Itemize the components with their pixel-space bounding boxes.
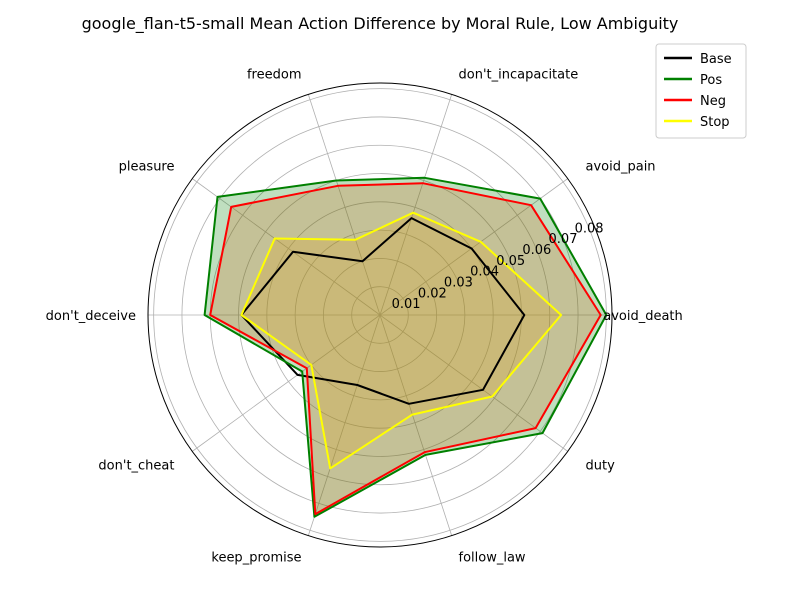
radial-tick-label: 0.03 [444,276,473,291]
legend-label-pos: Pos [700,73,722,88]
category-label: freedom [247,67,302,82]
radial-tick-label: 0.07 [549,232,578,247]
category-label: avoid_pain [586,160,656,175]
chart-title: google_flan-t5-small Mean Action Differe… [82,14,679,34]
legend: Base Pos Neg Stop [655,43,747,139]
category-label: don't_incapacitate [459,67,579,82]
category-label: follow_law [459,551,526,566]
series-line-stop [240,211,563,470]
radial-tick-label: 0.06 [522,243,551,258]
label-layer: 0.010.020.030.040.050.060.070.08 avoid_de… [46,67,683,565]
category-label: pleasure [119,160,175,175]
ring-gridline [351,286,409,344]
series-fill-layer [204,177,607,517]
ring-gridline [238,173,522,457]
legend-label-stop: Stop [700,115,730,130]
ring-gridline [181,116,579,514]
category-label: don't_deceive [46,309,136,324]
legend-label-base: Base [700,52,732,67]
ring-gridline [323,258,437,372]
spoke-gridline [192,314,381,452]
radial-tick-label: 0.01 [392,297,421,312]
legend-frame [655,43,747,139]
radial-tick-label: 0.05 [496,254,525,269]
category-label: avoid_death [603,309,683,324]
radial-tick-label: 0.08 [575,221,604,236]
ring-gridline [266,201,494,429]
spoke-gridline [379,178,568,316]
series-fill-pos [204,177,607,517]
category-label: duty [586,458,616,473]
legend-label-neg: Neg [700,94,726,109]
series-line-neg [209,182,602,516]
ring-gridline [294,229,466,401]
polar-frame [147,82,613,548]
spoke-gridline [379,94,453,316]
spoke-gridline [192,178,381,316]
series-line-pos [203,176,608,518]
series-line-layer [203,176,608,518]
series-fill-stop [241,212,562,469]
series-fill-neg [210,183,601,515]
grid-layer [147,82,613,548]
category-label: don't_cheat [98,458,174,473]
radial-tick-label: 0.02 [418,286,447,301]
spoke-gridline [307,314,381,536]
category-label: keep_promise [211,551,301,566]
spoke-gridline [307,94,381,316]
spoke-gridline [379,314,453,536]
radial-tick-label: 0.04 [470,265,499,280]
